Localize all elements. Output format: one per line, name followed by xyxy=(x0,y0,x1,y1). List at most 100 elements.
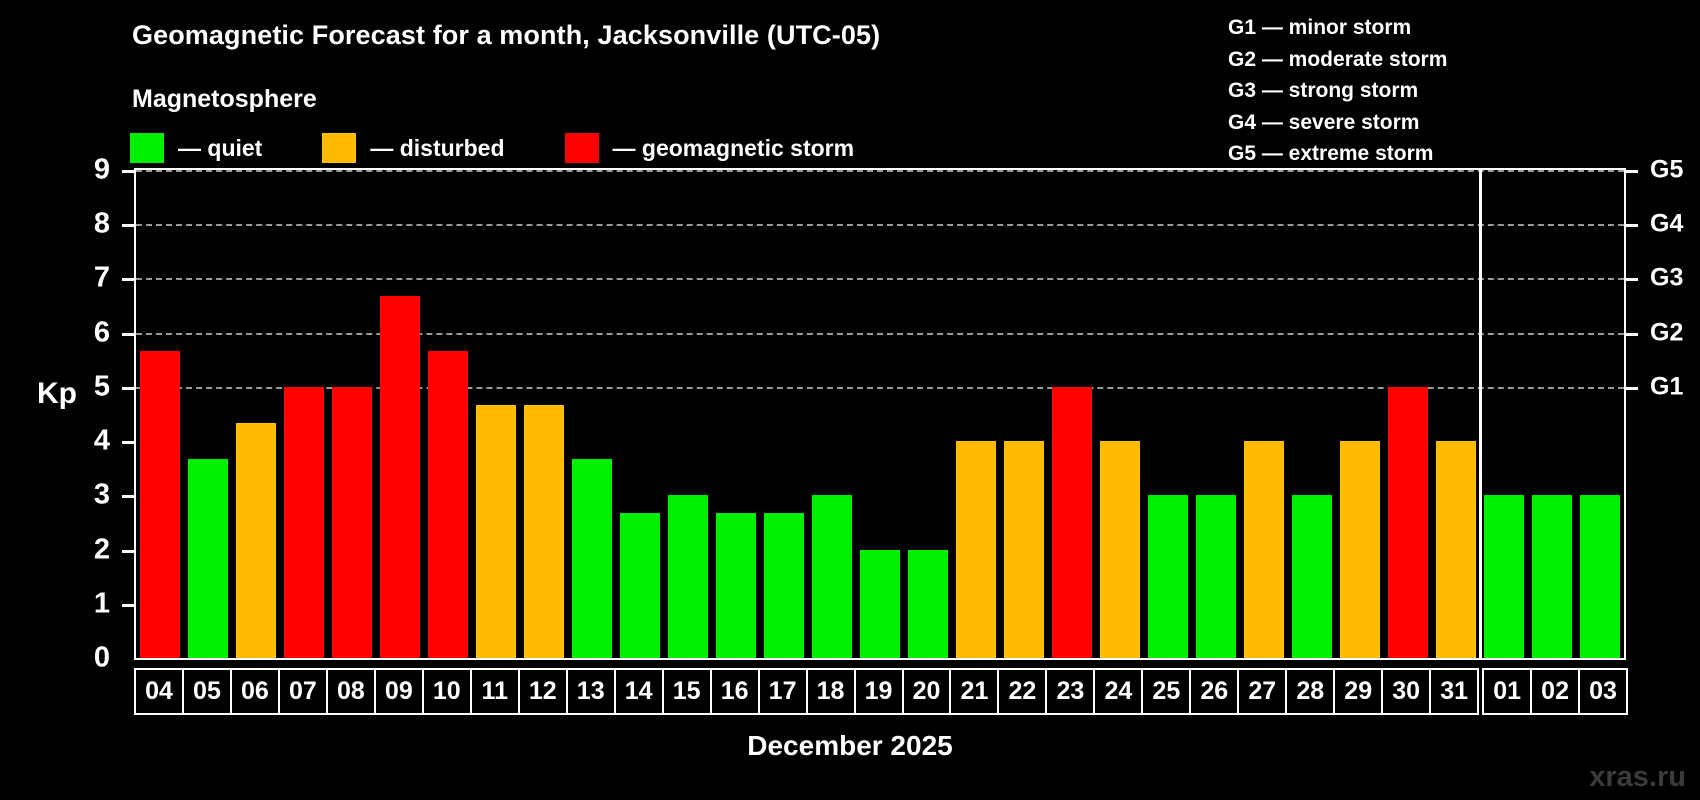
bar-slot xyxy=(1048,170,1096,658)
day-label-16[interactable]: 16 xyxy=(709,668,760,715)
bar-slot xyxy=(280,170,328,658)
day-label-02[interactable]: 02 xyxy=(1530,668,1581,715)
bar-slot xyxy=(1096,170,1144,658)
bar-day-30[interactable] xyxy=(1387,386,1429,658)
g-legend-row-g2: G2 — moderate storm xyxy=(1228,47,1448,71)
bar-day-14[interactable] xyxy=(619,513,661,658)
bar-day-23[interactable] xyxy=(1051,386,1093,658)
day-label-04[interactable]: 04 xyxy=(134,668,184,715)
bar-slot xyxy=(1000,170,1048,658)
y-tick-label-3: 3 xyxy=(93,478,110,511)
bar-day-15[interactable] xyxy=(667,495,709,658)
legend-item-disturbed: — disturbed xyxy=(322,133,505,163)
bar-day-05[interactable] xyxy=(187,459,229,658)
bar-day-27[interactable] xyxy=(1243,441,1285,658)
bar-day-20[interactable] xyxy=(907,549,949,658)
bar-day-26[interactable] xyxy=(1195,495,1237,658)
day-label-12[interactable]: 12 xyxy=(517,668,568,715)
x-axis-day-labels: 04 05 06 07 08 09 10 11 12 13 14 15 16 17 18 19 20 21 22 23… xyxy=(134,668,1629,715)
bar-day-04[interactable] xyxy=(139,350,181,658)
g-tick-label-g1: G1 xyxy=(1650,372,1684,401)
day-label-25[interactable]: 25 xyxy=(1141,668,1192,715)
bar-day-17[interactable] xyxy=(763,513,805,658)
day-label-06[interactable]: 06 xyxy=(229,668,280,715)
bar-day-12[interactable] xyxy=(523,404,565,658)
bar-day-13[interactable] xyxy=(571,459,613,658)
bar-day-16[interactable] xyxy=(715,513,757,658)
bar-day-02[interactable] xyxy=(1531,495,1573,658)
day-label-26[interactable]: 26 xyxy=(1189,668,1240,715)
legend-label-disturbed: — disturbed xyxy=(370,134,505,161)
day-label-05[interactable]: 05 xyxy=(181,668,232,715)
bar-day-18[interactable] xyxy=(811,495,853,658)
day-label-21[interactable]: 21 xyxy=(949,668,1000,715)
day-label-20[interactable]: 20 xyxy=(901,668,952,715)
bar-day-01[interactable] xyxy=(1483,495,1525,658)
legend-swatch-quiet xyxy=(130,133,164,163)
g-scale-legend: G1 — minor storm G2 — moderate storm G3 … xyxy=(1228,12,1447,170)
day-label-19[interactable]: 19 xyxy=(853,668,904,715)
bar-day-21[interactable] xyxy=(955,441,997,658)
bar-day-07[interactable] xyxy=(283,386,325,658)
bar-day-08[interactable] xyxy=(331,386,373,658)
y-tick-mark-5 xyxy=(122,386,134,390)
legend-swatch-disturbed xyxy=(322,133,357,163)
g-legend-row-g3: G3 — strong storm xyxy=(1228,79,1419,102)
day-label-17[interactable]: 17 xyxy=(757,668,808,715)
bar-slot xyxy=(856,170,904,658)
bar-day-22[interactable] xyxy=(1003,441,1045,658)
bar-day-29[interactable] xyxy=(1339,441,1381,658)
day-label-15[interactable]: 15 xyxy=(661,668,712,715)
day-label-01[interactable]: 01 xyxy=(1482,668,1533,715)
day-label-08[interactable]: 08 xyxy=(325,668,376,715)
y-tick-mark-3 xyxy=(122,495,134,499)
bar-day-06[interactable] xyxy=(235,423,277,658)
day-label-10[interactable]: 10 xyxy=(421,668,472,715)
day-label-03[interactable]: 03 xyxy=(1578,668,1629,715)
bar-day-11[interactable] xyxy=(475,404,517,658)
day-label-27[interactable]: 27 xyxy=(1237,668,1288,715)
day-label-30[interactable]: 30 xyxy=(1381,668,1432,715)
g-legend-row-g5: G5 — extreme storm xyxy=(1228,142,1434,165)
bar-day-24[interactable] xyxy=(1099,441,1141,658)
g-tick-mark-g1 xyxy=(1626,386,1638,390)
bar-slot xyxy=(568,170,616,658)
bar-slot xyxy=(1144,170,1192,658)
plot-area xyxy=(136,170,1624,658)
y-tick-label-8: 8 xyxy=(93,207,110,240)
legend-label-storm: — geomagnetic storm xyxy=(612,134,855,161)
day-label-22[interactable]: 22 xyxy=(997,668,1048,715)
day-label-18[interactable]: 18 xyxy=(805,668,856,715)
month-divider-line xyxy=(1478,170,1482,658)
g-legend-row-g1: G1 — minor storm xyxy=(1228,16,1412,39)
bar-slot xyxy=(616,170,664,658)
day-label-14[interactable]: 14 xyxy=(613,668,664,715)
bar-day-31[interactable] xyxy=(1435,441,1477,658)
bar-slot xyxy=(232,170,280,658)
y-tick-label-0: 0 xyxy=(93,641,110,674)
g-tick-label-g5: G5 xyxy=(1650,155,1684,184)
day-label-24[interactable]: 24 xyxy=(1093,668,1144,715)
bar-day-28[interactable] xyxy=(1291,495,1333,658)
y-tick-mark-7 xyxy=(122,278,134,282)
g-tick-label-g4: G4 xyxy=(1650,209,1684,238)
day-label-31[interactable]: 31 xyxy=(1429,668,1480,715)
bar-day-09[interactable] xyxy=(379,296,421,658)
y-tick-mark-1 xyxy=(122,603,134,607)
bar-day-10[interactable] xyxy=(427,350,469,658)
day-label-11[interactable]: 11 xyxy=(469,668,520,715)
magnetosphere-label: Magnetosphere xyxy=(132,85,317,113)
g-tick-label-g2: G2 xyxy=(1650,318,1684,347)
day-label-29[interactable]: 29 xyxy=(1333,668,1384,715)
bar-day-19[interactable] xyxy=(859,549,901,658)
day-label-09[interactable]: 09 xyxy=(373,668,424,715)
bar-day-25[interactable] xyxy=(1147,495,1189,658)
day-label-13[interactable]: 13 xyxy=(565,668,616,715)
bar-slot xyxy=(472,170,520,658)
bar-slot xyxy=(328,170,376,658)
y-tick-mark-6 xyxy=(122,332,134,336)
day-label-07[interactable]: 07 xyxy=(277,668,328,715)
day-label-28[interactable]: 28 xyxy=(1285,668,1336,715)
bar-day-03[interactable] xyxy=(1579,495,1621,658)
day-label-23[interactable]: 23 xyxy=(1045,668,1096,715)
